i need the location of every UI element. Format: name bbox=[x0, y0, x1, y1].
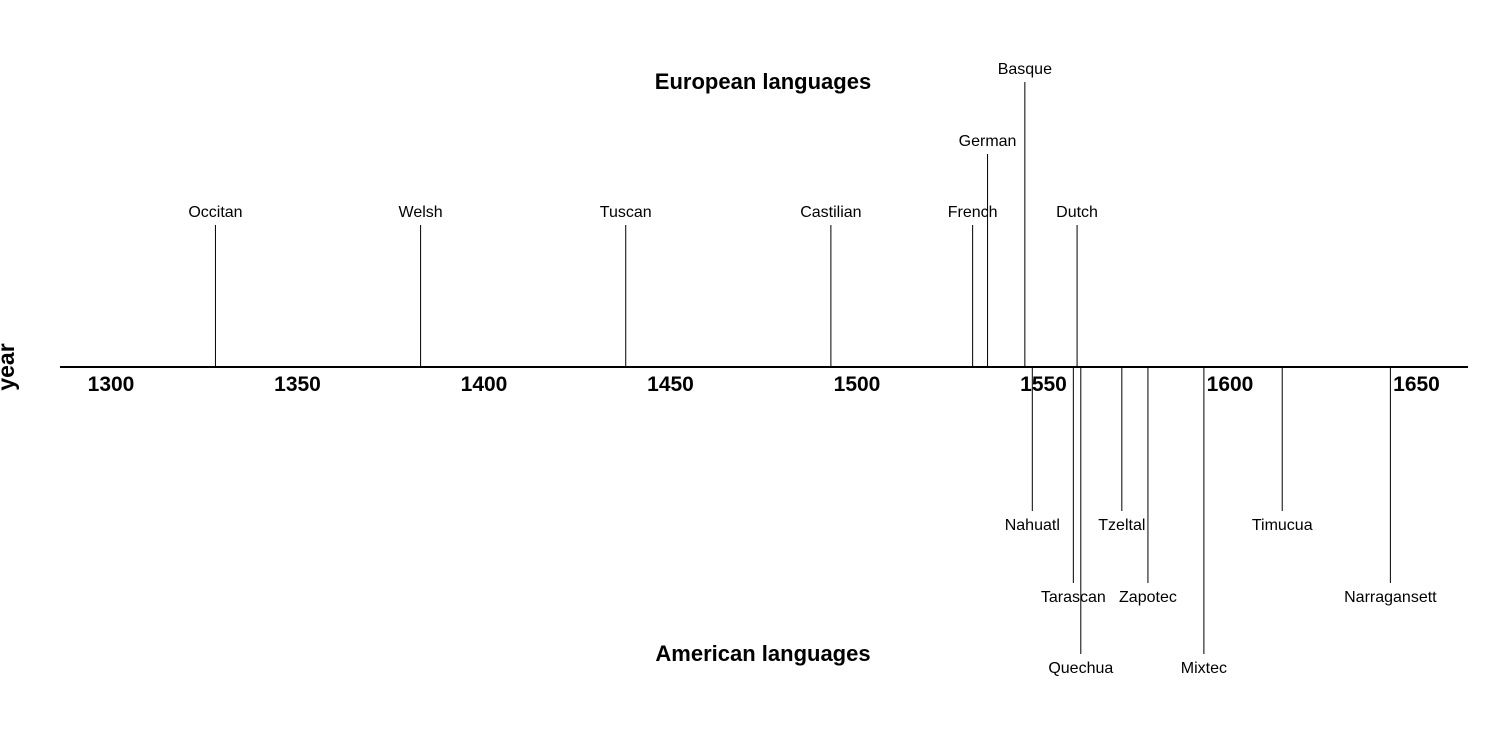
event-label: Occitan bbox=[188, 204, 242, 221]
y-axis-title: year bbox=[0, 343, 19, 390]
event-label: Timucua bbox=[1252, 517, 1313, 534]
tick-labels: 1300 1350 1400 1450 1500 1550 1600 1650 bbox=[88, 373, 1440, 396]
event-label: Dutch bbox=[1056, 204, 1098, 221]
event-label: Basque bbox=[998, 61, 1052, 78]
tick-label: 1350 bbox=[274, 373, 321, 396]
timeline-events: Occitan Welsh Tuscan Castilian French German B… bbox=[188, 61, 1437, 677]
event-label: Nahuatl bbox=[1005, 517, 1060, 534]
bottom-group-title: American languages bbox=[655, 641, 870, 666]
tick-label: 1450 bbox=[647, 373, 694, 396]
tick-label: 1650 bbox=[1393, 373, 1440, 396]
event-label: Tuscan bbox=[600, 204, 652, 221]
event-label: Zapotec bbox=[1119, 589, 1177, 606]
top-group-title: European languages bbox=[655, 69, 871, 94]
tick-label: 1400 bbox=[461, 373, 508, 396]
tick-label: 1300 bbox=[88, 373, 135, 396]
event-label: Welsh bbox=[399, 204, 443, 221]
event-label: German bbox=[959, 133, 1017, 150]
event-label: French bbox=[948, 204, 998, 221]
event-label: Tarascan bbox=[1041, 589, 1106, 606]
tick-label: 1500 bbox=[834, 373, 881, 396]
event-label: Castilian bbox=[800, 204, 861, 221]
event-label: Narragansett bbox=[1344, 589, 1437, 606]
event-label: Quechua bbox=[1048, 660, 1113, 677]
tick-label: 1600 bbox=[1207, 373, 1254, 396]
event-label: Tzeltal bbox=[1098, 517, 1145, 534]
event-label: Mixtec bbox=[1181, 660, 1227, 677]
tick-label: 1550 bbox=[1020, 373, 1067, 396]
